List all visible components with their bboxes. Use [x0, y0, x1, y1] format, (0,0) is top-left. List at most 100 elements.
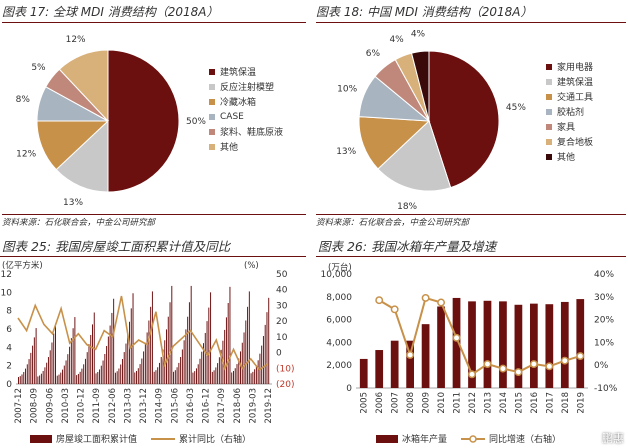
legend-swatch	[209, 143, 215, 150]
x-tick-label: 2009-06	[45, 388, 55, 424]
bar	[90, 334, 92, 384]
bar	[188, 302, 190, 384]
bar	[560, 301, 569, 388]
slice-value-label: 4%	[389, 35, 404, 45]
pie-slice	[55, 119, 109, 193]
x-tick-label: 2014-09	[155, 388, 165, 424]
right-tick-label: 40%	[594, 270, 614, 280]
left-tick-label: 4,000	[326, 338, 352, 348]
legend-item: 交通工具	[546, 89, 593, 104]
bar	[146, 332, 148, 384]
bar	[545, 304, 554, 388]
bar	[44, 367, 46, 384]
bar	[30, 352, 32, 384]
bar	[245, 320, 247, 384]
bar	[160, 356, 162, 384]
bar	[218, 357, 220, 384]
bar	[70, 338, 72, 384]
bar	[81, 368, 83, 384]
bar	[157, 367, 159, 384]
bar	[74, 317, 76, 384]
x-tick-label: 2009	[422, 392, 432, 414]
bar	[204, 332, 206, 384]
line-point	[437, 298, 446, 307]
legend-swatch	[209, 68, 215, 75]
x-tick-label: 2019	[576, 392, 586, 414]
bar	[155, 370, 157, 384]
x-tick-label: 2008	[406, 392, 416, 414]
bar	[56, 375, 58, 384]
line-point	[452, 333, 461, 342]
legend-swatch	[546, 138, 552, 145]
chart-title: 图表 25: 我国房屋竣工面积累计值及同比	[2, 239, 231, 254]
slice-value-label: 10%	[337, 85, 357, 95]
x-tick-label: 2011-09	[92, 388, 102, 424]
legend-swatch	[546, 123, 552, 130]
line-point	[576, 352, 585, 361]
right-tick-label: 40	[276, 286, 288, 296]
bar	[266, 312, 268, 384]
bar	[199, 358, 201, 384]
bar	[72, 328, 74, 384]
chart-legend: 冰箱年产量 同比增速（右轴）	[376, 432, 561, 445]
line-point	[529, 360, 538, 369]
bar	[99, 369, 101, 384]
bar	[167, 316, 169, 384]
title-rule	[316, 256, 626, 257]
bar	[136, 370, 138, 384]
legend-item: 家用电器	[546, 59, 593, 74]
legend-swatch	[209, 83, 215, 90]
bar	[421, 324, 430, 388]
right-tick-label: -10%	[594, 384, 618, 394]
bar	[25, 368, 27, 384]
pie-chart-china: 45% 18% 13% 10% 6% 4% 4%	[336, 30, 526, 213]
bar	[158, 362, 160, 384]
bar	[139, 364, 141, 384]
bar	[63, 365, 65, 384]
slice-value-label: 50%	[186, 117, 206, 127]
pie-slice	[428, 50, 500, 189]
legend-swatch	[546, 153, 552, 160]
watermark: 鹏惠	[602, 432, 624, 445]
chart-legend: 房屋竣工面积累计值 累计同比（右轴）	[30, 432, 251, 445]
bar	[65, 360, 67, 384]
bar	[132, 293, 134, 384]
bar	[92, 324, 93, 384]
bar	[104, 353, 106, 384]
pie-slice	[410, 50, 430, 122]
legend-item: 建筑保温	[209, 64, 283, 79]
right-tick-label: 20	[276, 317, 288, 327]
bar	[125, 343, 127, 384]
bar	[46, 362, 48, 384]
bar	[201, 351, 203, 384]
line-legend-label: 累计同比（右轴）	[179, 435, 252, 445]
x-tick-label: 2019-12	[264, 388, 274, 424]
legend-item: 建筑保温	[546, 74, 593, 89]
bar	[178, 362, 180, 384]
slice-value-label: 12%	[16, 149, 36, 159]
bar	[97, 372, 99, 384]
bar	[264, 324, 266, 384]
bar	[121, 359, 123, 384]
bar	[173, 371, 175, 384]
legend-label: 交通工具	[557, 93, 594, 103]
bar	[203, 343, 205, 384]
left-tick-label: 6	[6, 325, 12, 335]
bar	[137, 368, 139, 384]
line-point	[498, 364, 507, 373]
pie-legend: 建筑保温 反应注射模塑 冷藏冰箱 CASE 浆料、鞋底原液 其他	[209, 64, 283, 154]
chart-title: 图表 26: 我国冰箱年产量及增速	[318, 239, 497, 254]
title-rule	[316, 22, 626, 23]
bar	[252, 371, 254, 384]
bar	[107, 336, 109, 384]
legend-label: 其他	[557, 153, 576, 163]
line-point	[560, 356, 569, 365]
left-tick-label: 0	[346, 384, 352, 394]
bar	[33, 337, 35, 384]
bar	[23, 371, 25, 384]
bar	[174, 370, 176, 384]
bar	[28, 359, 30, 384]
pie-legend: 家用电器 建筑保温 交通工具 胶粘剂 家具 复合地板 其他	[546, 59, 593, 164]
slice-value-label: 6%	[366, 49, 381, 59]
bar	[26, 364, 28, 384]
